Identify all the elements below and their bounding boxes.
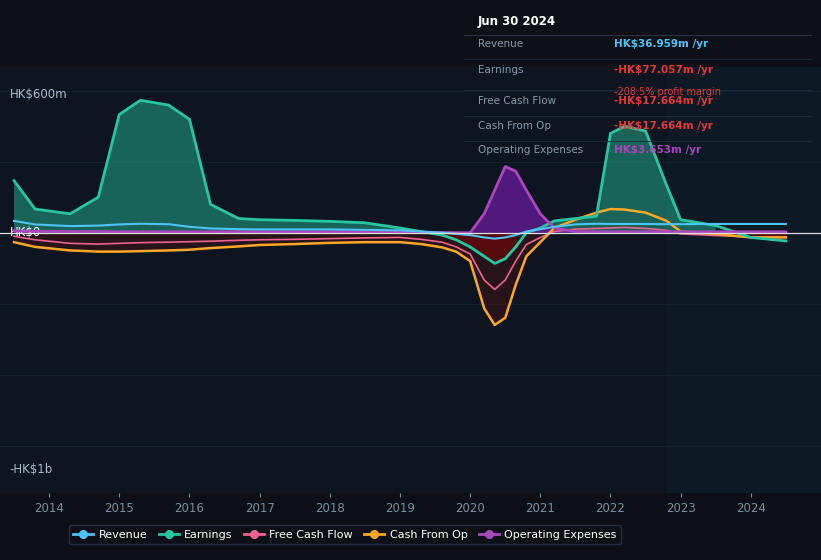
Text: -HK$17.664m /yr: -HK$17.664m /yr (613, 96, 713, 106)
Text: Operating Expenses: Operating Expenses (478, 146, 583, 156)
Text: Revenue: Revenue (478, 39, 523, 49)
Text: -HK$17.664m /yr: -HK$17.664m /yr (613, 121, 713, 131)
Text: Free Cash Flow: Free Cash Flow (478, 96, 556, 106)
Text: Cash From Op: Cash From Op (478, 121, 551, 131)
Text: HK$36.959m /yr: HK$36.959m /yr (613, 39, 708, 49)
Legend: Revenue, Earnings, Free Cash Flow, Cash From Op, Operating Expenses: Revenue, Earnings, Free Cash Flow, Cash … (69, 525, 621, 544)
Text: HK$3.653m /yr: HK$3.653m /yr (613, 146, 700, 156)
Text: -HK$77.057m /yr: -HK$77.057m /yr (613, 66, 713, 76)
Text: Jun 30 2024: Jun 30 2024 (478, 15, 556, 27)
Bar (667, 67, 821, 493)
Text: Earnings: Earnings (478, 66, 523, 76)
Text: HK$600m: HK$600m (10, 88, 67, 101)
Text: -208.5% profit margin: -208.5% profit margin (613, 87, 721, 97)
Text: -HK$1b: -HK$1b (10, 463, 53, 476)
Text: HK$0: HK$0 (10, 226, 41, 239)
